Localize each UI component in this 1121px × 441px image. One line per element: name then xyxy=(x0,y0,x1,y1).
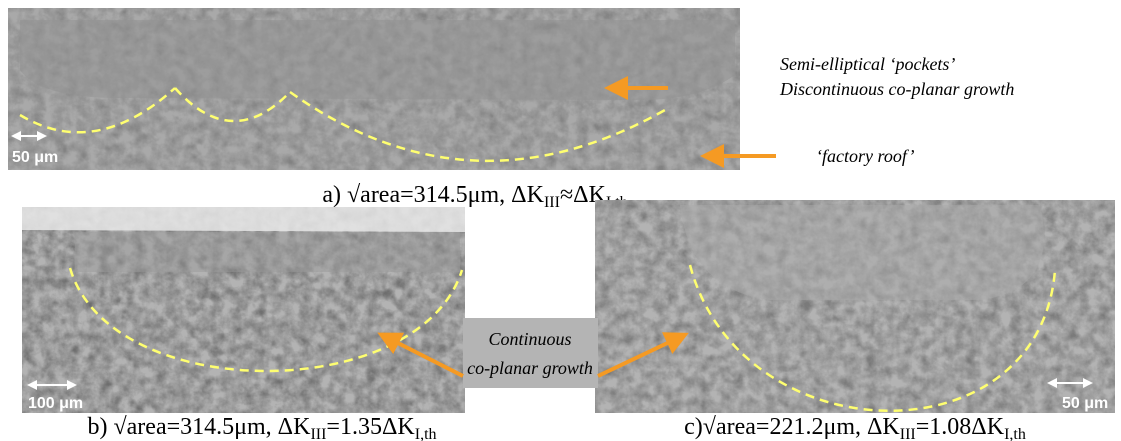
scale-bar-label: 100 μm xyxy=(28,395,83,412)
caption-text: =1.35ΔK xyxy=(326,414,415,440)
caption-subscript: III xyxy=(310,426,326,441)
caption: b) √area=314.5μm, ΔKIII=1.35ΔKI,th xyxy=(87,414,436,441)
figure: 50 μm Semi-elliptical ‘pockets’ Disconti… xyxy=(0,0,1121,441)
micrograph-b: 100 μm xyxy=(22,207,465,413)
caption-subscript: III xyxy=(900,426,916,441)
scale-bar-label: 50 μm xyxy=(1062,395,1108,412)
micrograph-c: 50 μm xyxy=(595,200,1115,413)
callout-text: co-planar growth xyxy=(467,358,593,378)
annotation: Semi-elliptical ‘pockets’ xyxy=(780,54,955,74)
caption: c)√area=221.2μm, ΔKIII=1.08ΔKI,th xyxy=(684,414,1026,441)
annotation: Discontinuous co-planar growth xyxy=(779,79,1014,99)
caption-subscript: I,th xyxy=(1004,426,1026,441)
caption-text: b) √area=314.5μm, ΔK xyxy=(87,414,311,440)
annotation: ‘factory roof’ xyxy=(816,146,914,166)
caption-text: a) √area=314.5μm, ΔK xyxy=(322,182,544,208)
caption-text: c)√area=221.2μm, ΔK xyxy=(684,414,900,440)
callout-text: Continuous xyxy=(488,329,571,349)
scale-bar-label: 50 μm xyxy=(12,149,58,166)
caption: a) √area=314.5μm, ΔKIII≈ΔKI,th xyxy=(322,182,627,211)
caption-subscript: I,th xyxy=(415,426,437,441)
caption-subscript: III xyxy=(544,194,560,211)
caption-text: =1.08ΔK xyxy=(916,414,1005,440)
